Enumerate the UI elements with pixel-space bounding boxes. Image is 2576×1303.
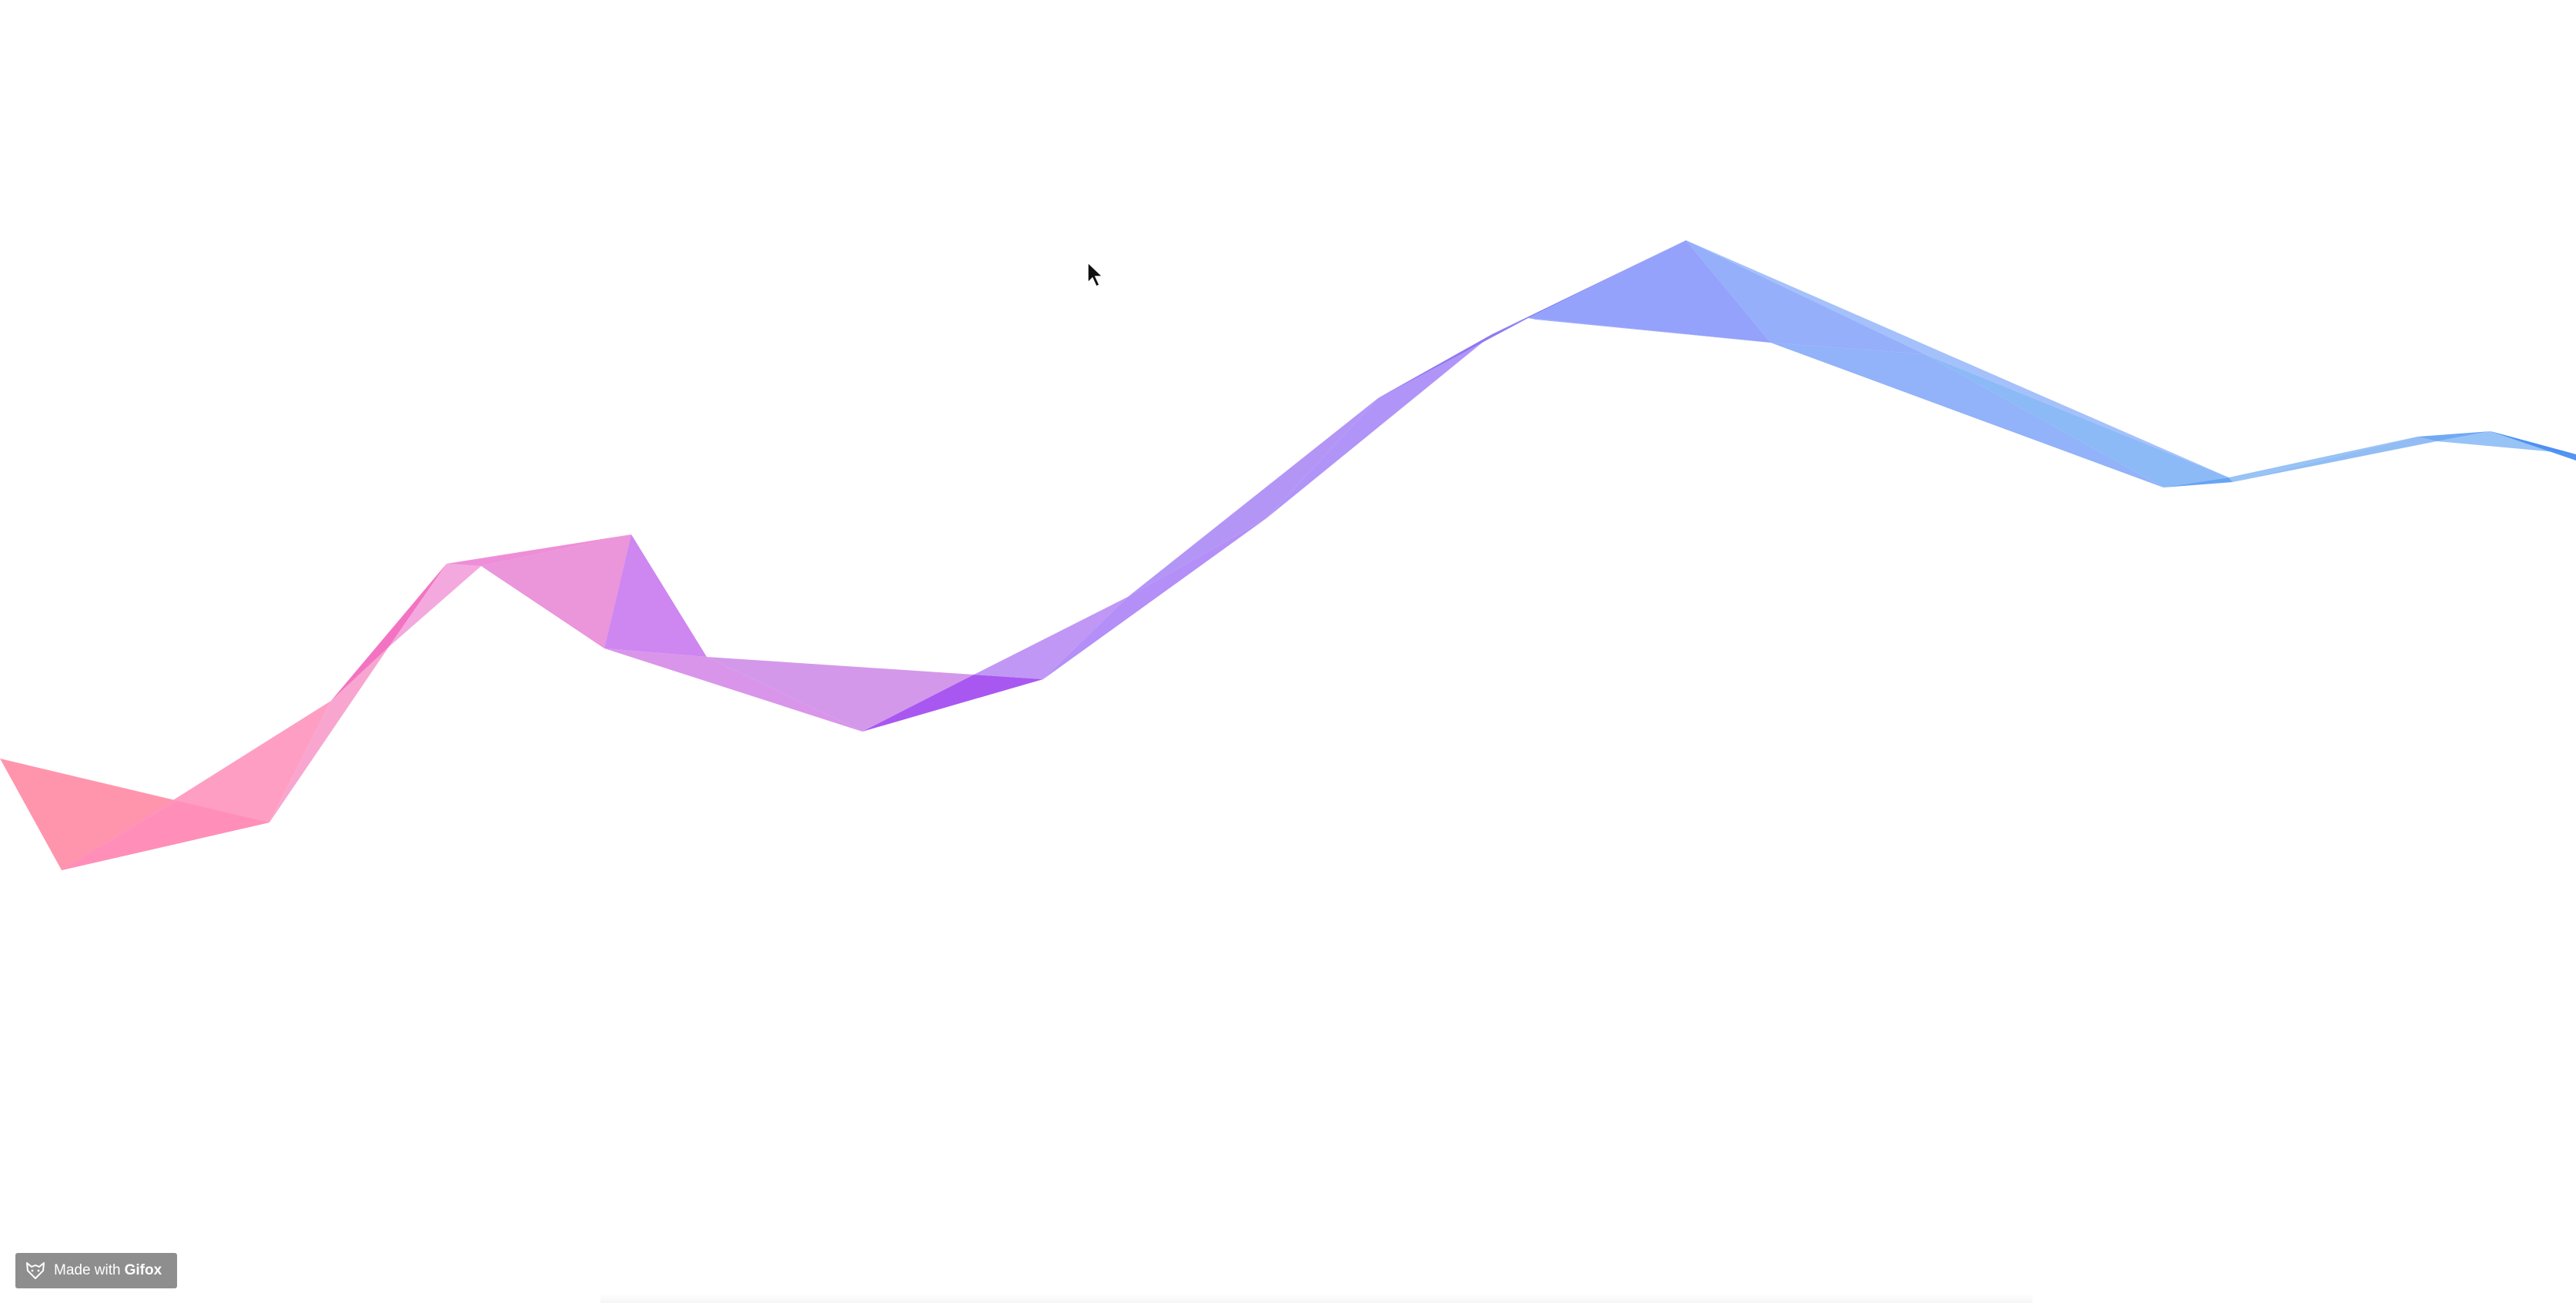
ribbon-facet bbox=[62, 701, 331, 870]
ribbon-facet bbox=[1043, 518, 1266, 679]
ribbon-facet bbox=[269, 647, 389, 822]
ribbon-facet bbox=[481, 534, 631, 648]
ribbon-facet bbox=[1266, 333, 1494, 518]
badge-prefix-text: Made with bbox=[54, 1262, 121, 1278]
ribbon-facet bbox=[2491, 431, 2576, 461]
ribbon-facet bbox=[447, 534, 631, 566]
ribbon-facet bbox=[0, 759, 177, 870]
ribbon-facet bbox=[2229, 437, 2417, 482]
arrow-cursor-icon bbox=[1087, 262, 1104, 288]
ribbon-facet bbox=[1494, 240, 1686, 333]
badge-brand-text: Gifox bbox=[124, 1262, 162, 1278]
ribbon-facet bbox=[974, 597, 1128, 679]
ribbon-facet bbox=[389, 564, 481, 647]
ribbon-facet bbox=[2233, 437, 2437, 482]
ribbon-facet bbox=[862, 675, 1043, 732]
ribbon-facet bbox=[1528, 318, 1771, 343]
ribbon-facet bbox=[1925, 354, 2229, 487]
ribbon-facet bbox=[331, 564, 447, 701]
ribbon-facet bbox=[1128, 398, 1378, 597]
ribbon-facet bbox=[2437, 431, 2564, 453]
ribbon-facet bbox=[2417, 431, 2491, 441]
made-with-gifox-badge[interactable]: Made with Gifox bbox=[15, 1253, 177, 1288]
ribbon-facet bbox=[1378, 318, 1528, 398]
ribbon-facet bbox=[1528, 240, 1771, 343]
ribbon-facet bbox=[707, 657, 974, 732]
ribbon-facet bbox=[1686, 240, 2229, 477]
ribbon-facet bbox=[1771, 343, 2163, 487]
fox-icon bbox=[26, 1262, 45, 1279]
ribbon-facet bbox=[604, 648, 862, 732]
ribbon-facet bbox=[2163, 477, 2233, 487]
bottom-edge-shadow bbox=[601, 1294, 2032, 1303]
ribbon-facet bbox=[604, 534, 707, 657]
